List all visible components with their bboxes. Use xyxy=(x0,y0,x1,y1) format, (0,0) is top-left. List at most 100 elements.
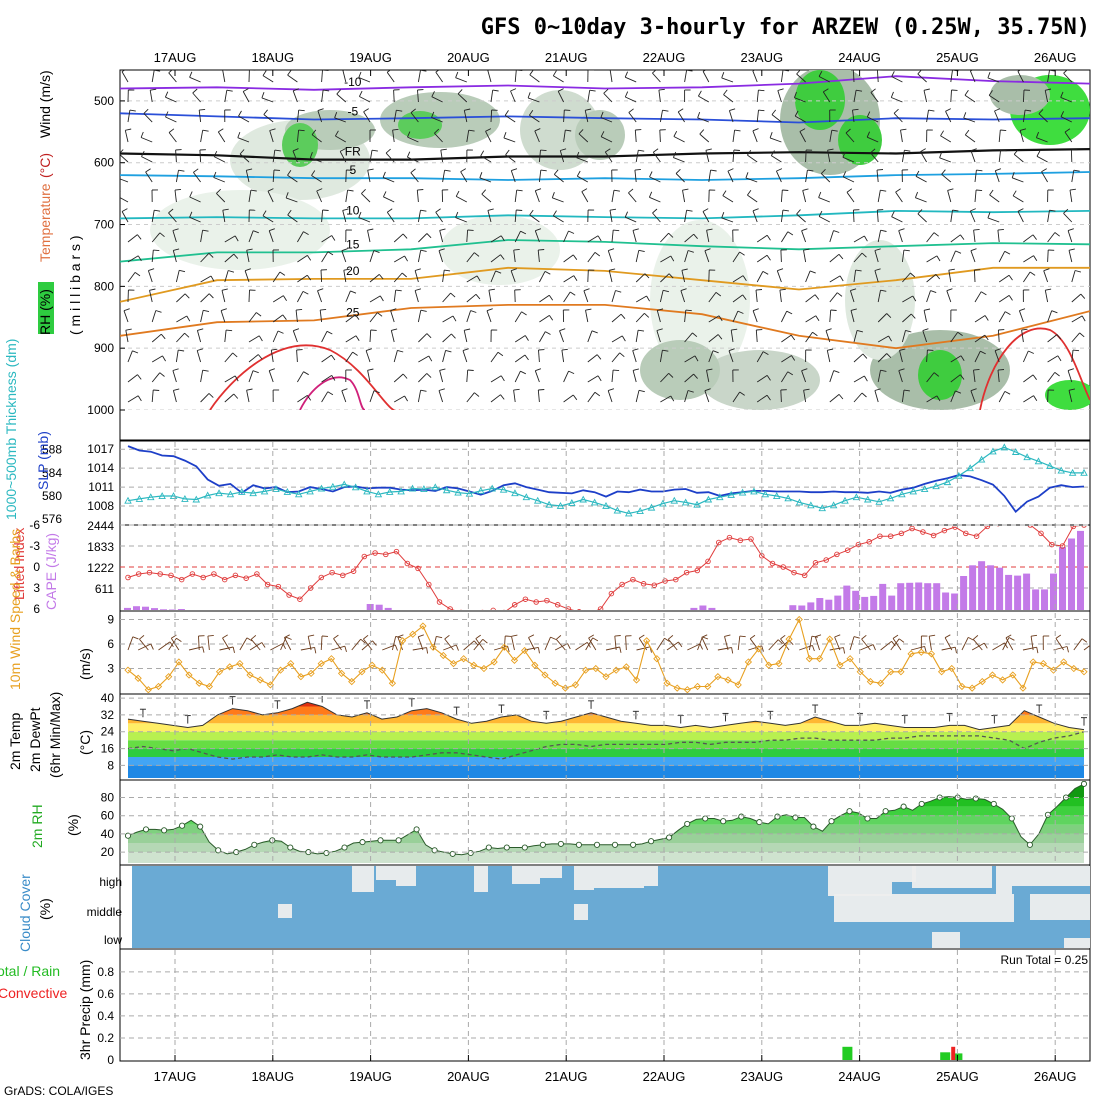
wind-barb xyxy=(822,91,831,103)
li-point xyxy=(372,550,378,556)
wind-barb xyxy=(801,230,807,243)
cloud-gap xyxy=(996,866,1012,894)
wind-barb-flag xyxy=(648,191,653,198)
wind-barb-flag xyxy=(787,231,794,236)
wind-speed-point xyxy=(236,659,244,668)
wind-barb-flag xyxy=(861,392,867,398)
wind-barb-10m xyxy=(928,636,932,651)
wind-barb xyxy=(756,394,768,403)
wind-barb-flag xyxy=(712,350,719,354)
wind-barb-10m xyxy=(849,636,855,651)
wind-barb xyxy=(1047,232,1056,243)
wind-barb-flag xyxy=(1081,315,1086,322)
wind-barb-flag xyxy=(479,172,483,178)
wind-barb-flag xyxy=(355,314,360,320)
wind-barb-flag xyxy=(438,248,445,252)
wind-barb-flag xyxy=(721,212,725,219)
wind-barb xyxy=(439,370,444,383)
wind-barb-10m-flag xyxy=(285,636,292,640)
wind-barb xyxy=(727,170,734,183)
wind-barb xyxy=(514,70,517,83)
wind-barb xyxy=(939,157,951,163)
wind-barb-10m xyxy=(701,637,709,651)
wind-barb xyxy=(781,355,792,363)
wind-barb-flag xyxy=(997,369,1005,371)
cape-bar xyxy=(987,565,995,610)
wind-barb xyxy=(1043,270,1049,283)
wind-barb-flag xyxy=(1036,150,1041,157)
wind-speed-point xyxy=(948,664,956,673)
temp-band xyxy=(128,740,1084,749)
wind-barb-flag xyxy=(970,388,977,392)
wind-barb xyxy=(248,312,257,323)
wind-barb xyxy=(611,335,623,343)
wind-barb-flag xyxy=(202,229,209,232)
wind-speed-point xyxy=(541,671,549,679)
wind-barb xyxy=(237,137,250,143)
wind-barb-flag xyxy=(704,248,711,252)
wind-barb-10m xyxy=(941,646,956,651)
wind-barb xyxy=(1047,334,1058,343)
wind-barb xyxy=(1038,113,1048,123)
wind-barb-10m-flag xyxy=(668,635,674,640)
wind-barb-flag xyxy=(715,292,722,297)
wind-barb-flag xyxy=(632,368,640,371)
li-point xyxy=(673,576,679,583)
wind-barb-flag xyxy=(410,108,416,113)
wind-barb xyxy=(950,374,961,383)
cape-bar xyxy=(879,583,887,610)
wind-barb xyxy=(270,350,274,363)
wind-barb xyxy=(248,230,254,243)
wind-barb xyxy=(673,157,685,163)
date-label-bottom: 20AUG xyxy=(447,1069,490,1084)
wind-barb-flag xyxy=(960,355,965,362)
wind-barb xyxy=(189,76,201,83)
wind-speed-point xyxy=(287,659,295,668)
li-tick-label: 0 xyxy=(33,560,40,574)
wind-barb-flag xyxy=(365,348,372,352)
wind-barb-flag xyxy=(1020,128,1027,131)
wind-barb xyxy=(845,132,855,143)
wind-barb xyxy=(120,154,129,163)
wind-barb-flag xyxy=(818,70,823,77)
rh-point xyxy=(1026,841,1033,848)
rh-point xyxy=(593,841,601,848)
wind-barb-flag xyxy=(568,370,575,375)
wind-barb xyxy=(417,70,421,83)
wind-barb-flag xyxy=(426,333,432,339)
wind-barb-flag xyxy=(173,248,180,251)
wind-barb xyxy=(224,253,235,263)
wind-speed-point xyxy=(510,656,519,664)
wind-barb-10m-flag xyxy=(222,634,228,639)
wind-barb-10m-flag xyxy=(701,634,708,638)
rh-point xyxy=(684,820,691,827)
wind-barb-flag xyxy=(694,355,699,362)
li-point xyxy=(522,596,529,602)
isotherm-5 xyxy=(120,171,1090,181)
wind-barb-flag xyxy=(803,248,810,251)
wind-barb-10m xyxy=(667,638,678,651)
wind-barb-10m xyxy=(971,642,985,651)
wind-barb-flag xyxy=(898,228,905,232)
wind-barb xyxy=(503,137,516,143)
wind-barb xyxy=(343,270,347,283)
wind-barb xyxy=(576,157,588,163)
wind-barb-10m xyxy=(636,646,651,651)
wind-barb-flag xyxy=(256,312,262,317)
wind-barb-flag xyxy=(179,269,186,273)
wind-barb xyxy=(950,89,952,103)
wind-barb-flag xyxy=(876,169,884,171)
wind-barb xyxy=(127,395,139,403)
wind-barb-flag xyxy=(576,151,580,158)
wind-barb-flag xyxy=(516,189,523,192)
wind-barb-10m-flag xyxy=(614,635,621,637)
wind-barb xyxy=(950,331,959,343)
li-point xyxy=(1038,530,1044,537)
wind-barb xyxy=(296,110,300,123)
wind-barb xyxy=(660,372,670,383)
svg-text:2m DewPt: 2m DewPt xyxy=(27,707,43,772)
wind-barb-flag xyxy=(874,268,881,271)
wind-speed-point xyxy=(266,681,275,689)
wind-barb-flag xyxy=(189,211,193,218)
wind-speed-point xyxy=(378,666,386,674)
